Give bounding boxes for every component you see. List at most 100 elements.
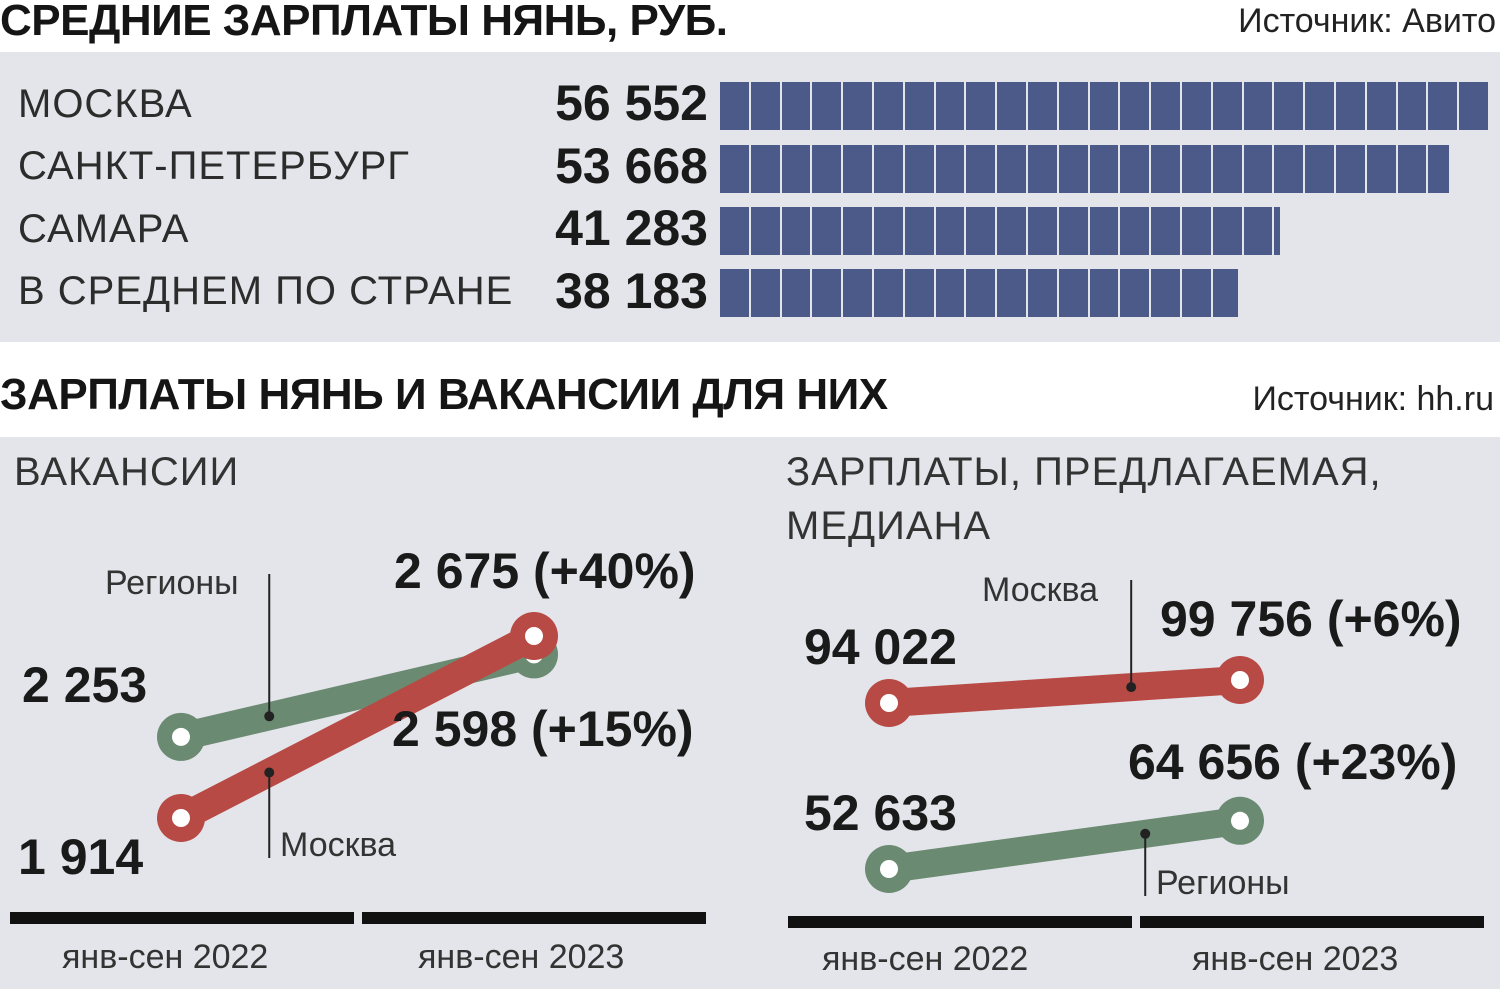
bar-segment bbox=[1366, 145, 1396, 193]
data-point-center bbox=[525, 627, 543, 645]
bar-segment bbox=[1428, 82, 1458, 130]
series-label-moscow: Москва bbox=[982, 571, 1099, 609]
data-point-center bbox=[1231, 671, 1249, 689]
bar-value-label: 38 183 bbox=[555, 263, 708, 319]
leader-dot bbox=[1140, 828, 1151, 839]
bar-segment bbox=[750, 207, 780, 255]
value-moscow-2023: 2 675 (+40%) bbox=[394, 543, 696, 599]
data-point-center bbox=[172, 727, 190, 746]
chart-title-vacancies: ЗАРПЛАТЫ НЯНЬ И ВАКАНСИИ ДЛЯ НИХ bbox=[0, 370, 888, 419]
bar-segment bbox=[1089, 207, 1119, 255]
bar-segment bbox=[720, 269, 749, 317]
x-axis-segment bbox=[10, 912, 354, 924]
bar-segment bbox=[843, 207, 872, 255]
bar-segment bbox=[843, 145, 872, 193]
bar-segment bbox=[1212, 145, 1242, 193]
bar-segment bbox=[781, 145, 811, 193]
bar-segment bbox=[1120, 269, 1150, 317]
bar-segment bbox=[1028, 145, 1057, 193]
bar-segment bbox=[1212, 207, 1242, 255]
bar-segment bbox=[1089, 82, 1119, 130]
bar-segment bbox=[1120, 82, 1150, 130]
subtitle-salaries: ЗАРПЛАТЫ, ПРЕДЛАГАЕМАЯ, bbox=[786, 450, 1382, 494]
bar-segment bbox=[1151, 269, 1180, 317]
bar-category-label: САНКТ-ПЕТЕРБУРГ bbox=[18, 144, 410, 188]
bar-segment bbox=[750, 82, 780, 130]
bar-segment bbox=[812, 207, 842, 255]
value-regions-salary-2023: 64 656 (+23%) bbox=[1128, 734, 1458, 790]
bar-segment bbox=[997, 82, 1026, 130]
bar-segment bbox=[1397, 145, 1427, 193]
bar-segment bbox=[997, 269, 1026, 317]
data-point-center bbox=[172, 809, 190, 827]
series-label-regions: Регионы bbox=[1156, 864, 1290, 902]
data-point-center bbox=[1231, 811, 1249, 830]
bar-segment bbox=[1243, 82, 1273, 130]
bar-segment bbox=[781, 269, 811, 317]
subtitle-salaries-cont: МЕДИАНА bbox=[786, 504, 992, 548]
x-axis-segment bbox=[1140, 916, 1484, 928]
source-hh: Источник: hh.ru bbox=[1252, 380, 1494, 418]
value-regions-2022: 2 253 bbox=[22, 657, 148, 713]
bar-segment bbox=[966, 269, 996, 317]
bar-value-label: 56 552 bbox=[555, 75, 708, 131]
bar-segment bbox=[812, 82, 842, 130]
value-regions-salary-2022: 52 633 bbox=[804, 785, 957, 841]
bar-segment bbox=[1120, 207, 1150, 255]
value-moscow-salary-2022: 94 022 bbox=[804, 619, 957, 675]
bar-segment bbox=[812, 269, 842, 317]
bar-segment bbox=[874, 207, 903, 255]
bar-segment bbox=[1274, 82, 1304, 130]
bar-segment bbox=[1182, 145, 1211, 193]
series-line bbox=[875, 806, 1254, 883]
series-label-moscow: Москва bbox=[280, 826, 397, 864]
bar-segment bbox=[781, 82, 811, 130]
bar-segment bbox=[720, 207, 749, 255]
bar-segment bbox=[1028, 82, 1057, 130]
bar-segment bbox=[812, 145, 842, 193]
x-tick-label: янв-сен 2023 bbox=[418, 938, 625, 976]
bar-segment bbox=[874, 82, 903, 130]
bar-value-label: 53 668 bbox=[555, 138, 708, 194]
bar-segment bbox=[874, 269, 903, 317]
bar-segment bbox=[874, 145, 903, 193]
bar-category-label: МОСКВА bbox=[18, 82, 193, 126]
bar-segment bbox=[1305, 82, 1334, 130]
bar-segment bbox=[1120, 145, 1150, 193]
bar-samara bbox=[720, 207, 1282, 255]
value-moscow-salary-2023: 99 756 (+6%) bbox=[1160, 591, 1462, 647]
bar-segment bbox=[720, 82, 749, 130]
source-avito: Источник: Авито bbox=[1238, 2, 1496, 40]
bar-segment bbox=[1336, 82, 1365, 130]
value-moscow-2022: 1 914 bbox=[18, 829, 144, 885]
bar-segment bbox=[966, 82, 996, 130]
leader-dot bbox=[264, 711, 275, 722]
bar-segment bbox=[1182, 82, 1211, 130]
subtitle-vacancies: ВАКАНСИИ bbox=[14, 450, 240, 494]
bar-country-average bbox=[720, 269, 1240, 317]
bar-segment bbox=[1212, 82, 1242, 130]
bar-segment bbox=[904, 207, 934, 255]
bar-moscow bbox=[720, 82, 1490, 130]
bar-segment bbox=[1089, 145, 1119, 193]
bar-segment bbox=[1305, 145, 1334, 193]
bar-segment bbox=[1058, 82, 1088, 130]
bar-segment bbox=[1366, 82, 1396, 130]
bar-segment bbox=[904, 269, 934, 317]
series-line bbox=[167, 622, 548, 832]
bar-segment bbox=[997, 145, 1026, 193]
bar-value-label: 41 283 bbox=[555, 200, 708, 256]
series-label-regions: Регионы bbox=[105, 564, 239, 602]
bar-segment bbox=[1028, 269, 1057, 317]
bar-segment bbox=[1336, 145, 1365, 193]
bar-segment bbox=[1058, 145, 1088, 193]
bar-segment bbox=[904, 82, 934, 130]
bar-segment bbox=[935, 82, 965, 130]
bar-segment bbox=[1428, 145, 1449, 193]
bar-segment bbox=[1212, 269, 1238, 317]
bar-segment bbox=[1243, 207, 1273, 255]
bar-category-label: САМАРА bbox=[18, 207, 190, 251]
leader-dot bbox=[1126, 682, 1137, 693]
bar-segment bbox=[1151, 145, 1180, 193]
x-axis-segment bbox=[362, 912, 706, 924]
